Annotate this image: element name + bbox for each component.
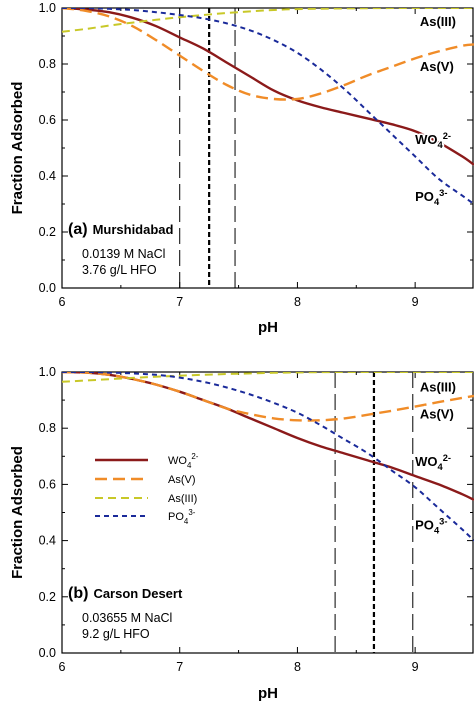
y-tick-label: 0.2 bbox=[39, 590, 56, 604]
x-tick-label: 9 bbox=[412, 295, 419, 309]
y-tick-label: 0.4 bbox=[39, 169, 56, 183]
legend: WO42- As(V) As(III) PO43- bbox=[95, 452, 199, 526]
panel-label: (a) Murshidabad bbox=[68, 221, 174, 238]
y-tick-label: 0.8 bbox=[39, 57, 56, 71]
y-tick-label: 1.0 bbox=[39, 365, 56, 379]
series-line-wo bbox=[62, 372, 474, 501]
legend-entry: WO42- bbox=[168, 452, 199, 470]
condition-text: 3.76 g/L HFO bbox=[82, 263, 157, 277]
series-line-wo bbox=[62, 8, 474, 166]
x-tick-label: 9 bbox=[412, 660, 419, 674]
series-label: As(V) bbox=[420, 59, 454, 74]
x-axis-title: pH bbox=[258, 685, 278, 702]
y-tick-label: 0.2 bbox=[39, 225, 56, 239]
y-tick-label: 0.8 bbox=[39, 421, 56, 435]
legend-entry: PO43- bbox=[168, 508, 196, 526]
series-label: As(III) bbox=[420, 380, 456, 395]
legend-entry: As(III) bbox=[168, 493, 197, 505]
y-axis-title: Fraction Adsorbed bbox=[9, 82, 26, 215]
y-tick-label: 0.6 bbox=[39, 113, 56, 127]
series-line-asv bbox=[62, 372, 474, 422]
condition-text: 0.0139 M NaCl bbox=[82, 247, 165, 261]
y-tick-label: 1.0 bbox=[39, 1, 56, 15]
series-label: WO42- bbox=[415, 453, 451, 472]
x-axis-title: pH bbox=[258, 319, 278, 336]
series-label: As(V) bbox=[420, 406, 454, 421]
series-line-asv bbox=[62, 8, 474, 101]
series-line-asiii bbox=[62, 372, 474, 383]
x-tick-label: 7 bbox=[176, 295, 183, 309]
y-axis-title: Fraction Adsorbed bbox=[9, 446, 26, 579]
series-label: WO42- bbox=[415, 131, 451, 150]
y-tick-label: 0.0 bbox=[39, 646, 56, 660]
y-tick-label: 0.4 bbox=[39, 534, 56, 548]
y-tick-label: 0.6 bbox=[39, 477, 56, 491]
series-label: As(III) bbox=[420, 14, 456, 29]
series-line-po bbox=[62, 8, 474, 205]
legend-entry: As(V) bbox=[168, 474, 196, 486]
condition-text: 0.03655 M NaCl bbox=[82, 611, 172, 625]
y-tick-label: 0.0 bbox=[39, 281, 56, 295]
panel-a: 0.0 0.2 0.4 0.6 0.8 1.0 6 7 8 9 pH Fraction Adsorbe… bbox=[9, 1, 474, 336]
panel-b: 0.0 0.2 0.4 0.6 0.8 1.0 6 7 8 9 pH Fraction Adsorbe… bbox=[9, 365, 474, 702]
x-tick-label: 6 bbox=[59, 295, 66, 309]
series-line-po bbox=[62, 372, 474, 542]
x-tick-label: 6 bbox=[59, 660, 66, 674]
series-label: PO43- bbox=[415, 188, 447, 207]
condition-text: 9.2 g/L HFO bbox=[82, 627, 150, 641]
panel-label: (b) Carson Desert bbox=[68, 585, 183, 602]
series-line-asiii bbox=[62, 8, 474, 33]
series-label: PO43- bbox=[415, 516, 447, 535]
x-tick-label: 7 bbox=[176, 660, 183, 674]
plot-frame bbox=[61, 7, 474, 289]
x-tick-label: 8 bbox=[294, 660, 301, 674]
x-tick-label: 8 bbox=[294, 295, 301, 309]
